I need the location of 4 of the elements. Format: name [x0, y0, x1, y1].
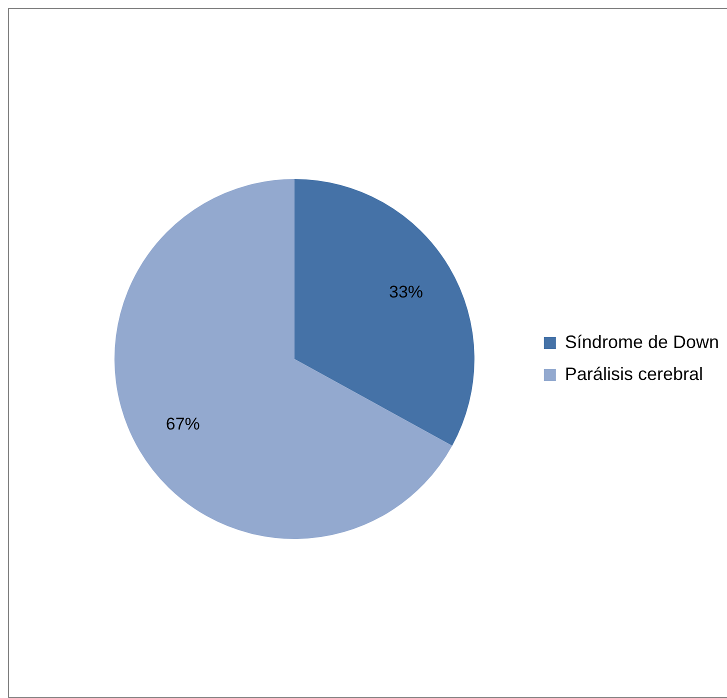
data-label: 33%: [388, 282, 424, 302]
data-label: 67%: [166, 414, 200, 434]
legend-label: Parálisis cerebral: [564, 364, 703, 384]
legend-label: Síndrome de Down: [564, 332, 720, 352]
